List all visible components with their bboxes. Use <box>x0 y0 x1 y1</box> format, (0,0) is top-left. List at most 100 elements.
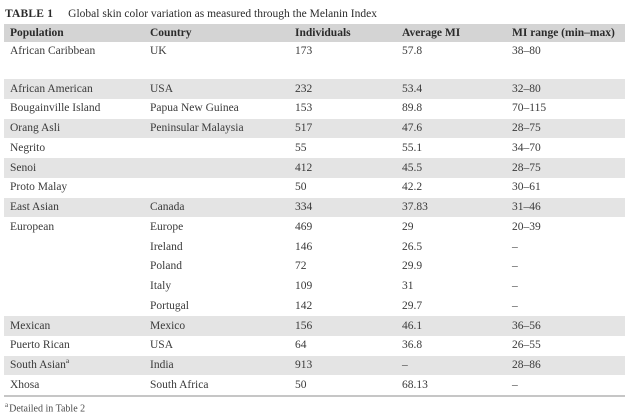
table-cell: 28–75 <box>512 122 541 135</box>
column-header: Country <box>150 26 192 39</box>
column-header: Population <box>10 26 64 39</box>
table-cell: Poland <box>150 260 182 273</box>
table-cell: Proto Malay <box>10 181 68 194</box>
table-cell: South Africa <box>150 378 209 391</box>
table-cell: African Caribbean <box>10 45 96 57</box>
table-cell: USA <box>150 339 174 352</box>
table-cell: – <box>512 378 518 391</box>
table-cell: 156 <box>295 319 313 332</box>
table-cell: 20–39 <box>512 220 541 233</box>
table-cell: 45.5 <box>402 161 423 174</box>
table-cell: European <box>10 220 55 233</box>
table-row: Portugal 142 29.7 – <box>4 296 625 316</box>
table-cell: 913 <box>295 359 313 372</box>
table-cell: Xhosa <box>10 378 40 391</box>
table-cell: Europe <box>150 220 184 233</box>
table-body: African Caribbean UK 173 57.8 38–80 African A… <box>4 42 625 395</box>
table-cell: Ireland <box>150 240 183 253</box>
table-cell: 28–86 <box>512 359 541 372</box>
table-cell: 173 <box>295 45 313 57</box>
table-cell: 29.7 <box>402 299 423 312</box>
table-cell: 142 <box>295 299 313 312</box>
table-cell: 55.1 <box>402 141 423 154</box>
table-caption: TABLE 1 Global skin color variation as me… <box>0 0 625 24</box>
table-cell: East Asian <box>10 201 59 214</box>
table-cell: 29.9 <box>402 260 423 273</box>
table-cell: 31 <box>402 280 414 293</box>
table-cell: 89.8 <box>402 102 423 115</box>
table-cell: 36–56 <box>512 319 541 332</box>
column-header: Individuals <box>295 26 351 39</box>
table-cell: 153 <box>295 102 313 115</box>
table-row: Xhosa South Africa 50 68.13 – <box>4 375 625 395</box>
table-label: TABLE 1 <box>5 8 54 20</box>
table-row: African Caribbean UK 173 57.8 38–80 <box>4 42 625 79</box>
data-table: Population Country Individuals Average MI MI… <box>4 24 625 395</box>
table-row: Mexican Mexico 156 46.1 36–56 <box>4 316 625 336</box>
table-row: Proto Malay 50 42.2 30–61 <box>4 177 625 198</box>
table-cell: 72 <box>295 260 307 273</box>
table-cell: 31–46 <box>512 201 541 214</box>
footnote-marker: a <box>5 401 9 409</box>
table-cell: 32–80 <box>512 82 541 95</box>
table-cell: 36.8 <box>402 339 423 352</box>
table-cell: 26.5 <box>402 240 423 253</box>
table-cell: 469 <box>295 220 313 233</box>
table-cell: 30–61 <box>512 181 541 194</box>
table-cell: Bougainville Island <box>10 102 101 115</box>
table-cell: 517 <box>295 122 313 135</box>
table-cell: 50 <box>295 378 307 391</box>
table-cell: – <box>512 280 518 293</box>
table-cell: Italy <box>150 280 172 293</box>
table-row: Puerto Rican USA 64 36.8 26–55 <box>4 335 625 356</box>
table-title: Global skin color variation as measured … <box>68 8 377 20</box>
table-cell: India <box>150 359 174 372</box>
table-cell: Orang Asli <box>10 122 61 135</box>
table-cell: Papua New Guinea <box>150 102 239 115</box>
table-row: African American USA 232 53.4 32–80 <box>4 79 625 99</box>
table-cell: – <box>512 240 518 253</box>
table-cell: – <box>512 299 518 312</box>
table-cell: Canada <box>150 201 185 214</box>
table-footnote: aDetailed in Table 2 <box>5 399 625 415</box>
bottom-rule <box>4 395 625 397</box>
table-cell: 109 <box>295 280 313 293</box>
table-cell: 50 <box>295 181 307 194</box>
footnote-marker-ref: a <box>65 359 70 366</box>
table-cell: 37.83 <box>402 201 428 214</box>
table-cell: 38–80 <box>512 45 541 57</box>
table-row: Senoi 412 45.5 28–75 <box>4 158 625 178</box>
table-cell: 46.1 <box>402 319 423 332</box>
column-header: MI range (min–max) <box>512 26 615 39</box>
table-cell: – <box>402 359 408 372</box>
table-cell: 28–75 <box>512 161 541 174</box>
table-cell: 26–55 <box>512 339 541 352</box>
table-cell: 334 <box>295 201 313 214</box>
table-cell: 34–70 <box>512 141 541 154</box>
table-cell: Portugal <box>150 299 189 312</box>
table-row: Ireland 146 26.5 – <box>4 237 625 257</box>
table-cell: Senoi <box>10 161 37 174</box>
table-cell: 47.6 <box>402 122 423 135</box>
table-cell: South Asiana <box>4 359 144 372</box>
table-cell: African American <box>10 82 93 95</box>
table-cell: Peninsular Malaysia <box>150 122 244 135</box>
table-row: Orang Asli Peninsular Malaysia 517 47.6 28–7… <box>4 118 625 139</box>
table-cell: 53.4 <box>402 82 423 95</box>
table-cell: UK <box>150 45 167 57</box>
table-cell: Negrito <box>10 141 46 154</box>
table-cell: USA <box>150 82 174 95</box>
table-row: South Asiana India 913 – 28–86 <box>4 355 625 376</box>
table-row: Italy 109 31 – <box>4 276 625 297</box>
table-header-row: Population Country Individuals Average MI MI… <box>4 24 625 42</box>
table-row: Negrito 55 55.1 34–70 <box>4 138 625 158</box>
table-cell: Puerto Rican <box>10 339 70 352</box>
table-cell: 70–115 <box>512 102 547 115</box>
table-row: Bougainville Island Papua New Guinea 153 89… <box>4 98 625 119</box>
table-cell: 55 <box>295 141 307 154</box>
table-cell: 146 <box>295 240 313 253</box>
table-cell: 64 <box>295 339 307 352</box>
table-cell: 42.2 <box>402 181 423 194</box>
table-row: East Asian Canada 334 37.83 31–46 <box>4 197 625 218</box>
